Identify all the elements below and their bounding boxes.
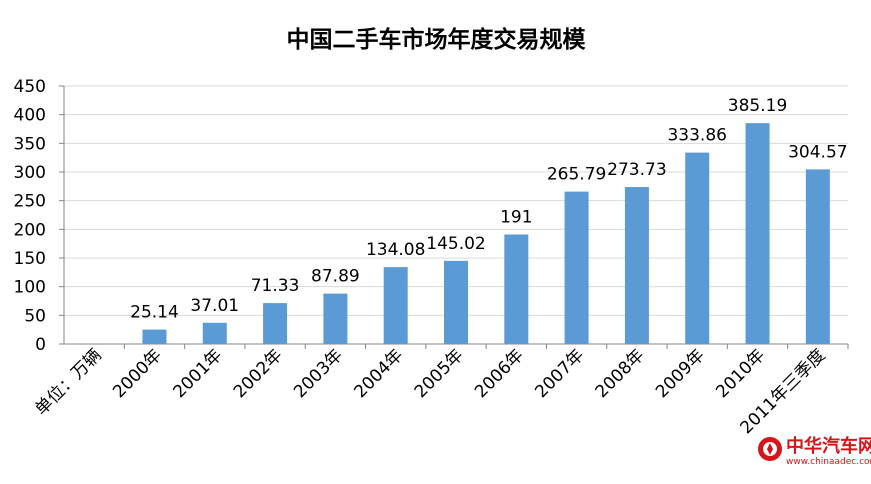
y-tick-label: 450 [14,77,46,97]
x-tick-label: 2010年 [712,345,769,402]
y-tick-label: 0 [35,335,46,355]
x-tick-label: 2000年 [109,345,166,402]
data-label: 265.79 [547,165,606,185]
data-label: 37.01 [190,296,239,316]
x-tick-label: 2007年 [531,345,588,402]
x-tick-label: 2004年 [350,345,407,402]
bar [805,169,830,344]
data-label: 304.57 [788,142,847,162]
value-labels: 25.14 37.01 71.33 87.89 134.08 145.02 191 265.7… [130,96,847,322]
watermark-url: www.chinaadec.com [786,457,871,467]
data-label: 191 [500,207,532,227]
data-label: 25.14 [130,303,179,323]
bar [263,303,288,344]
bar [685,152,710,344]
bar [504,234,529,344]
bar [745,123,770,344]
x-tick-label: 2009年 [652,345,709,402]
bars [142,123,830,344]
chart-title: 中国二手车市场年度交易规模 [287,26,587,53]
data-label: 134.08 [366,240,425,260]
x-tick-label: 2006年 [471,345,528,402]
watermark: 中华汽车网校 www.chinaadec.com [758,435,871,467]
bar [624,187,649,344]
bar [383,267,408,344]
x-tick-label: 2005年 [411,345,468,402]
watermark-logo-icon [758,437,782,461]
bar [323,293,348,344]
y-axis-ticks: 0 50 100 150 200 250 300 350 400 450 [14,77,65,355]
data-label: 273.73 [607,160,666,180]
y-tick-label: 50 [24,306,46,326]
watermark-name: 中华汽车网校 [786,435,871,457]
bar [142,329,167,344]
data-label: 71.33 [251,276,300,296]
grid-lines [64,85,848,345]
y-tick-label: 300 [14,163,46,183]
y-tick-label: 350 [14,134,46,154]
x-tick-label: 2008年 [592,345,649,402]
x-tick-label: 单位：万辆 [31,345,105,419]
y-tick-label: 150 [14,249,46,269]
bar [202,322,227,344]
x-axis-ticks: 单位：万辆 2000年 2001年 2002年 2003年 2004年 2005年 2006年… [31,344,849,438]
x-tick-label: 2003年 [290,345,347,402]
y-tick-label: 200 [14,220,46,240]
x-tick-label: 2001年 [170,345,227,402]
bar [444,260,468,344]
y-tick-label: 250 [14,192,46,212]
data-label: 333.86 [667,126,726,146]
data-label: 87.89 [311,267,360,287]
y-tick-label: 100 [14,278,46,298]
data-label: 145.02 [426,234,485,254]
x-tick-label: 2002年 [230,345,287,402]
y-tick-label: 400 [14,106,46,126]
data-label: 385.19 [728,96,787,116]
bar [564,191,589,344]
